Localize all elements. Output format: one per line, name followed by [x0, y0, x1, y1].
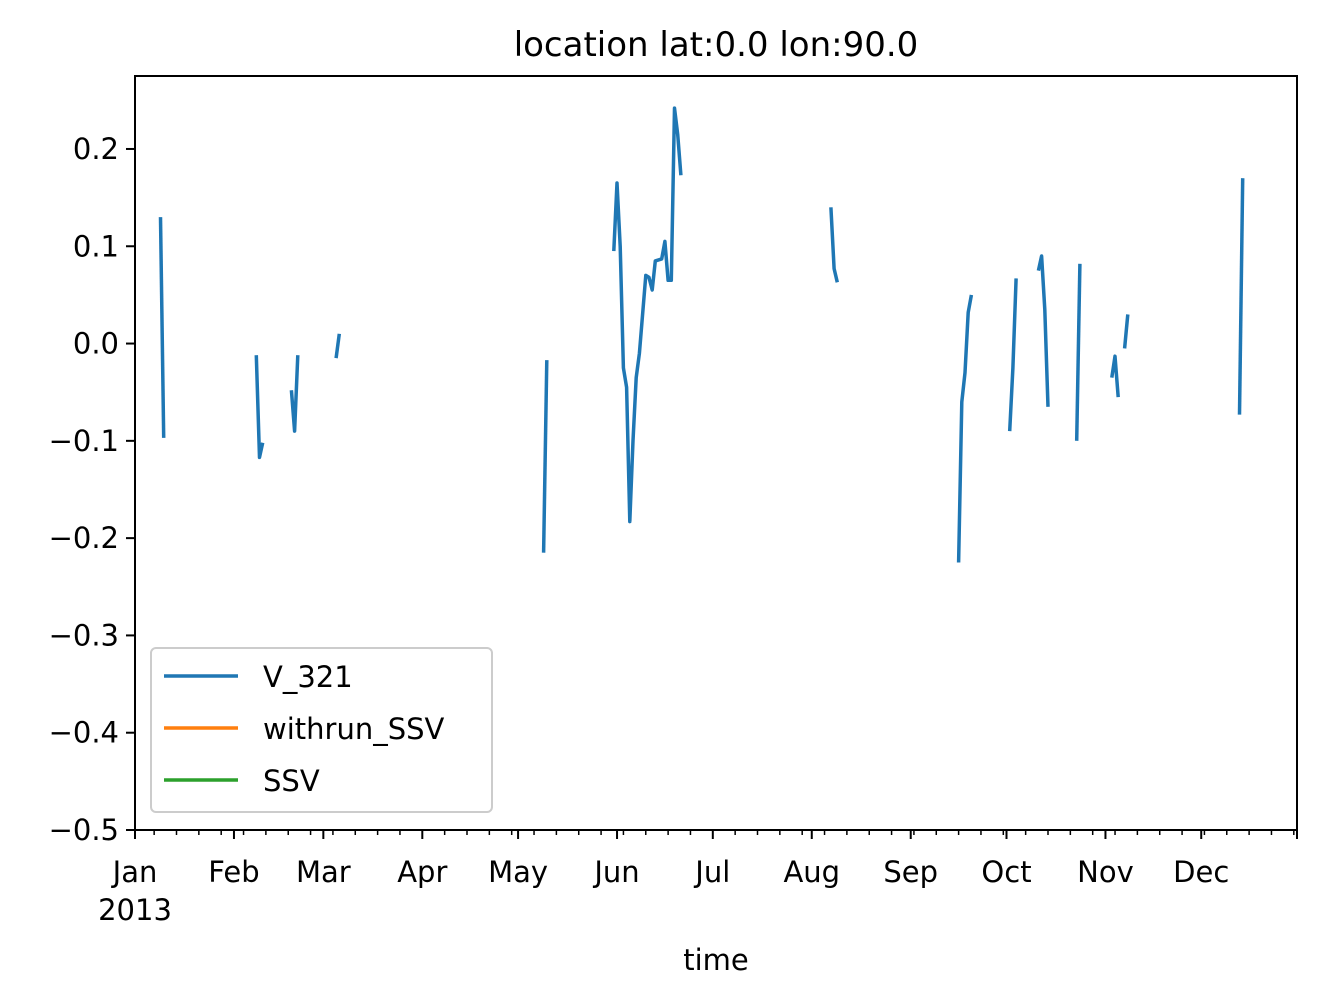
series-line-v-321 [334, 333, 342, 359]
x-axis: Jan 2013 Feb Mar Apr May Jun Jul Aug Sep Oct Nov Dec [98, 830, 1298, 927]
series-line-v-321 [1036, 254, 1050, 407]
series-line-v-321 [829, 207, 840, 283]
series-line-v-321 [158, 217, 166, 438]
legend-box [150, 647, 493, 813]
x-tick-label: Jun [592, 855, 639, 889]
y-tick-label: −0.3 [49, 618, 119, 652]
series-line-v-321 [612, 106, 683, 524]
legend: V_321 withrun_SSV SSV [150, 647, 493, 813]
series-line-v-321 [254, 355, 265, 460]
y-tick-label: 0.0 [73, 327, 119, 361]
x-tick-label: Sep [883, 855, 938, 889]
x-tick-year-label: 2013 [98, 893, 172, 927]
legend-label: withrun_SSV [263, 712, 445, 746]
x-tick-label: Apr [397, 855, 447, 889]
x-axis-label: time [683, 943, 749, 977]
y-axis: 0.2 0.1 0.0 −0.1 −0.2 −0.3 −0.4 −0.5 [49, 132, 135, 847]
x-tick-label: Aug [783, 855, 840, 889]
y-tick-label: −0.1 [49, 424, 119, 458]
x-tick-label: Feb [208, 855, 259, 889]
legend-label: V_321 [263, 660, 353, 694]
chart-title: location lat:0.0 lon:90.0 [514, 25, 919, 65]
plot-area-frame [134, 75, 1298, 831]
x-tick-label: Mar [296, 855, 351, 889]
series-line-v-321 [1007, 278, 1018, 432]
series-line-v-321 [289, 355, 300, 433]
series-line-v-321 [1074, 263, 1082, 441]
x-tick-label: Jul [693, 855, 730, 889]
series-line-v-321 [1122, 314, 1130, 349]
series-line-v-321 [541, 360, 549, 553]
series-line-v-321 [1237, 178, 1245, 415]
x-tick-label: Jan [111, 855, 158, 889]
x-tick-label: Dec [1173, 855, 1229, 889]
series-layer [158, 106, 1245, 563]
y-tick-label: −0.2 [49, 521, 119, 555]
series-line-v-321 [956, 294, 974, 563]
series-line-v-321 [1110, 354, 1120, 398]
y-tick-label: 0.1 [73, 229, 119, 263]
x-tick-label: Oct [981, 855, 1031, 889]
x-tick-label: May [488, 855, 548, 889]
legend-label: SSV [263, 764, 320, 798]
y-tick-label: 0.2 [73, 132, 119, 166]
y-tick-label: −0.4 [49, 716, 119, 750]
y-tick-label: −0.5 [49, 813, 119, 847]
x-tick-label: Nov [1077, 855, 1134, 889]
